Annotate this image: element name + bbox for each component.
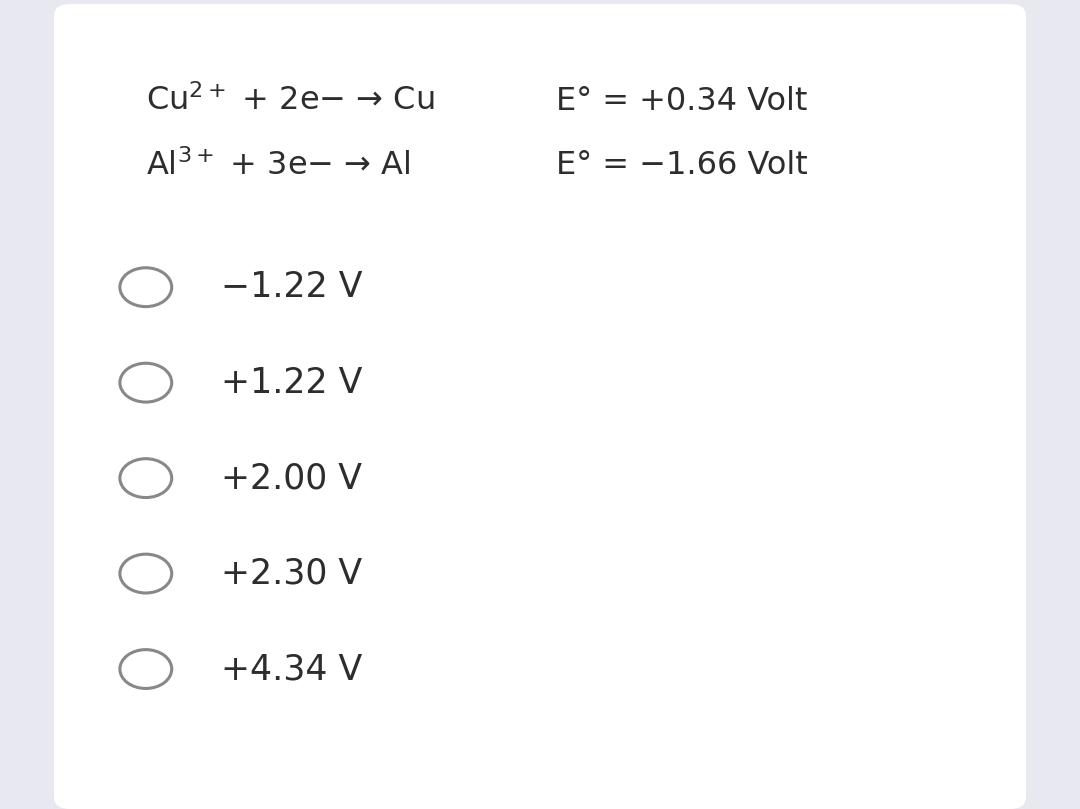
Text: Cu$^{2+}$ + 2e− → Cu: Cu$^{2+}$ + 2e− → Cu (146, 85, 434, 117)
Text: +2.00 V: +2.00 V (221, 461, 363, 495)
Text: +4.34 V: +4.34 V (221, 652, 363, 686)
Text: +1.22 V: +1.22 V (221, 366, 363, 400)
Text: −1.22 V: −1.22 V (221, 270, 363, 304)
Text: E° = −1.66 Volt: E° = −1.66 Volt (556, 150, 808, 181)
Text: +2.30 V: +2.30 V (221, 557, 363, 591)
Text: E° = +0.34 Volt: E° = +0.34 Volt (556, 86, 808, 116)
Text: Al$^{3+}$ + 3e− → Al: Al$^{3+}$ + 3e− → Al (146, 150, 410, 182)
